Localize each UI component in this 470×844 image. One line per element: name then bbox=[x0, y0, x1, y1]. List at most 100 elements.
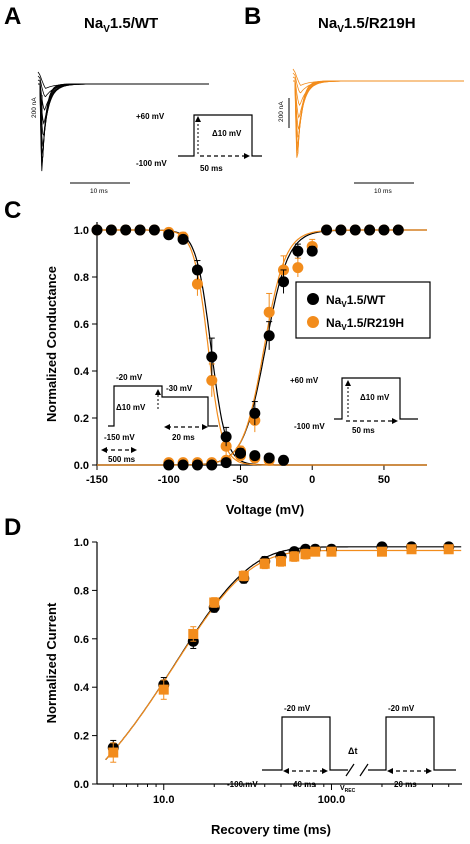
legend-label-wt: NaV1.5/WT bbox=[326, 293, 386, 309]
data-point bbox=[148, 224, 160, 236]
data-point bbox=[191, 459, 203, 471]
panel-b-y-scale-label: 200 nA bbox=[278, 101, 285, 122]
data-point bbox=[134, 224, 146, 236]
data-point bbox=[188, 628, 199, 639]
current-trace bbox=[38, 83, 209, 167]
data-point bbox=[349, 224, 361, 236]
data-point bbox=[300, 549, 311, 560]
panel-d-fit-curves bbox=[105, 546, 462, 761]
panel-c-letter: C bbox=[4, 197, 21, 224]
rec-vrec: VREC bbox=[340, 785, 356, 794]
data-point bbox=[191, 278, 203, 290]
data-point bbox=[158, 684, 169, 695]
data-point bbox=[292, 245, 304, 257]
data-point bbox=[234, 447, 246, 459]
y-tick-label: 1.0 bbox=[74, 537, 89, 549]
panel-c-ylabel: Normalized Conductance bbox=[44, 266, 59, 422]
panel-d-data-points bbox=[107, 541, 455, 763]
rec-dur2: 20 ms bbox=[394, 780, 417, 789]
data-point bbox=[191, 264, 203, 276]
panel-b-title-prefix: Na bbox=[318, 15, 338, 32]
data-point bbox=[238, 570, 249, 581]
svg-text:NaV1.5/R219H: NaV1.5/R219H bbox=[318, 15, 416, 35]
data-point bbox=[259, 558, 270, 569]
panel-c-activation-protocol: +60 mV -100 mV Δ10 mV 50 ms bbox=[290, 376, 418, 435]
act-dur: 50 ms bbox=[352, 426, 375, 435]
fit-curve-inactivation bbox=[97, 229, 427, 466]
current-trace bbox=[293, 80, 464, 119]
act-vtest: +60 mV bbox=[290, 376, 319, 385]
y-tick-label: 0.8 bbox=[74, 585, 89, 597]
fit-curve-activation bbox=[97, 229, 427, 466]
data-point bbox=[249, 450, 261, 462]
data-point bbox=[220, 431, 232, 443]
y-tick-label: 0.2 bbox=[74, 413, 89, 425]
current-trace bbox=[38, 83, 209, 137]
data-point bbox=[335, 224, 347, 236]
data-point bbox=[263, 306, 275, 318]
panel-a-title-suffix: 1.5/WT bbox=[110, 15, 158, 32]
data-point bbox=[220, 457, 232, 469]
data-point bbox=[289, 551, 300, 562]
data-point bbox=[206, 459, 218, 471]
y-tick-label: 0.6 bbox=[74, 634, 89, 646]
fit-curve-inactivation bbox=[97, 229, 427, 466]
panel-a-dur: 50 ms bbox=[200, 164, 223, 173]
panel-b-x-scale-label: 10 ms bbox=[374, 188, 392, 195]
data-point bbox=[263, 330, 275, 342]
panel-d-ylabel: Normalized Current bbox=[44, 602, 59, 723]
panel-c-fit-curves bbox=[97, 229, 427, 466]
panel-a-title-sub: V bbox=[103, 24, 110, 35]
wt-current-traces bbox=[37, 71, 209, 172]
y-tick-label: 0.2 bbox=[74, 731, 89, 743]
y-tick-label: 0.4 bbox=[74, 682, 90, 694]
fit-curve-activation bbox=[97, 229, 427, 466]
data-point bbox=[443, 544, 454, 555]
svg-text:NaV1.5/WT: NaV1.5/WT bbox=[84, 15, 158, 35]
panel-b: B NaV1.5/R219H 200 nA 10 ms bbox=[244, 3, 464, 195]
x-tick-label: 100.0 bbox=[318, 794, 346, 806]
data-point bbox=[206, 351, 218, 363]
panel-a-title-prefix: Na bbox=[84, 15, 104, 32]
act-step: Δ10 mV bbox=[360, 393, 390, 402]
y-tick-label: 1.0 bbox=[74, 225, 89, 237]
data-point bbox=[321, 224, 333, 236]
current-trace bbox=[38, 83, 209, 160]
panel-d: D 0.0 0.2 0.4 0.6 0.8 1.0 10.0 100.0 Normalized… bbox=[4, 514, 462, 837]
inact-dur1: 20 ms bbox=[172, 433, 195, 442]
panel-a-vhold: -100 mV bbox=[136, 159, 167, 168]
current-trace bbox=[38, 83, 209, 156]
y-tick-label: 0.8 bbox=[74, 272, 89, 284]
act-vhold: -100 mV bbox=[294, 422, 325, 431]
panel-d-protocol: -20 mV -20 mV -100 mV Δt VREC 40 ms 20 m… bbox=[227, 704, 456, 794]
data-point bbox=[206, 374, 218, 386]
x-tick-label: 10.0 bbox=[153, 794, 174, 806]
y-tick-label: 0.0 bbox=[74, 460, 89, 472]
panel-c-xlabel: Voltage (mV) bbox=[226, 502, 305, 517]
data-point bbox=[177, 459, 189, 471]
data-point bbox=[278, 276, 290, 288]
x-tick-label: -150 bbox=[86, 474, 108, 486]
fit-curve-recovery bbox=[105, 546, 462, 761]
data-point bbox=[263, 452, 275, 464]
rec-v2: -20 mV bbox=[388, 704, 415, 713]
current-trace bbox=[293, 80, 464, 138]
rec-v1: -20 mV bbox=[284, 704, 311, 713]
panel-c: C 0.0 0.2 0.4 0.6 0.8 1.0 -150 -100 -50 0 50 Norma… bbox=[4, 197, 431, 517]
data-point bbox=[275, 556, 286, 567]
panel-a-letter: A bbox=[4, 3, 21, 30]
data-point bbox=[120, 224, 132, 236]
legend-marker-wt bbox=[307, 293, 319, 305]
panel-a-x-scale-label: 10 ms bbox=[90, 188, 108, 195]
data-point bbox=[209, 597, 220, 608]
inact-dur2: 500 ms bbox=[108, 455, 136, 464]
rec-dt: Δt bbox=[348, 746, 357, 756]
x-tick-label: 50 bbox=[378, 474, 390, 486]
current-trace bbox=[38, 83, 209, 125]
inact-step: Δ10 mV bbox=[116, 403, 146, 412]
x-tick-label: 0 bbox=[309, 474, 315, 486]
panel-c-data-points bbox=[91, 224, 404, 471]
data-point bbox=[108, 747, 119, 758]
panel-a: A NaV1.5/WT 200 nA 10 ms +60 mV -100 mV … bbox=[4, 3, 262, 195]
